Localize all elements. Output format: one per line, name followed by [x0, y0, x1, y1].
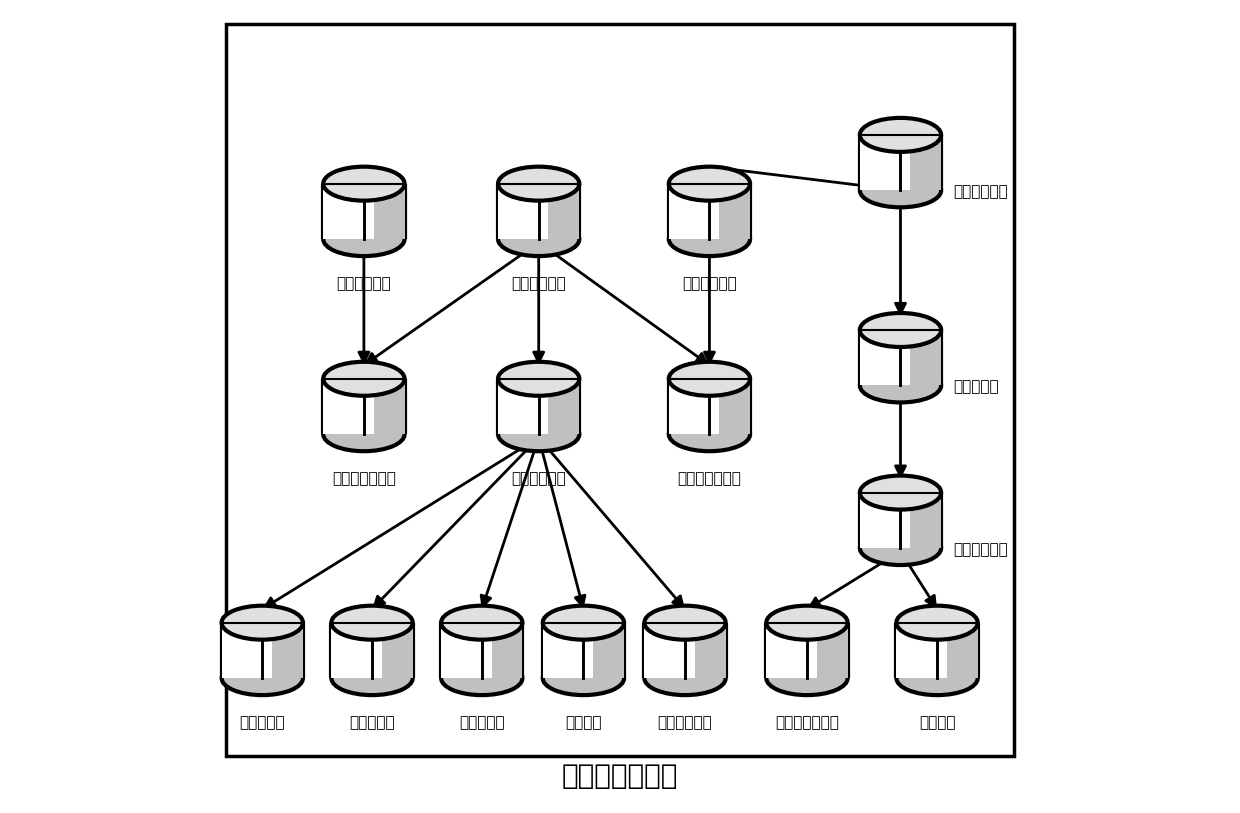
Bar: [668, 184, 719, 239]
Bar: [910, 493, 941, 548]
Ellipse shape: [859, 313, 941, 347]
Ellipse shape: [324, 222, 404, 256]
Ellipse shape: [543, 661, 624, 695]
Ellipse shape: [645, 661, 725, 695]
Ellipse shape: [498, 417, 579, 451]
Text: 站台平面参数: 站台平面参数: [954, 185, 1008, 199]
Ellipse shape: [668, 167, 750, 201]
Text: 端门结构: 端门结构: [565, 715, 601, 730]
Ellipse shape: [897, 661, 977, 695]
Bar: [491, 623, 522, 678]
Bar: [440, 659, 523, 678]
Ellipse shape: [859, 531, 941, 565]
Bar: [859, 172, 942, 190]
Ellipse shape: [498, 222, 579, 256]
Bar: [719, 379, 750, 434]
Ellipse shape: [222, 661, 303, 695]
Ellipse shape: [324, 417, 404, 451]
Bar: [817, 623, 848, 678]
Text: 应急门位置参数: 应急门位置参数: [677, 472, 742, 486]
Text: 门体布置参数: 门体布置参数: [511, 276, 567, 291]
Text: 建筑结构参数: 建筑结构参数: [682, 276, 737, 291]
Ellipse shape: [859, 368, 941, 402]
Bar: [498, 379, 548, 434]
Ellipse shape: [498, 362, 579, 396]
Bar: [694, 623, 725, 678]
Bar: [897, 623, 947, 678]
Bar: [373, 184, 404, 239]
Text: 打孔参数: 打孔参数: [919, 715, 955, 730]
Bar: [548, 184, 579, 239]
Text: 顶箱盖板结构: 顶箱盖板结构: [657, 715, 713, 730]
Text: 滑动门结构: 滑动门结构: [239, 715, 285, 730]
Bar: [322, 220, 405, 239]
Bar: [910, 330, 941, 385]
Bar: [947, 623, 977, 678]
Ellipse shape: [331, 606, 413, 640]
Ellipse shape: [859, 476, 941, 510]
Ellipse shape: [498, 167, 579, 201]
Bar: [382, 623, 413, 678]
Bar: [322, 415, 405, 434]
Bar: [548, 379, 579, 434]
Bar: [331, 623, 382, 678]
Ellipse shape: [859, 173, 941, 207]
Ellipse shape: [324, 167, 404, 201]
Bar: [497, 415, 580, 434]
Bar: [324, 184, 373, 239]
Bar: [910, 135, 941, 190]
Bar: [644, 659, 727, 678]
Bar: [859, 493, 910, 548]
Ellipse shape: [897, 606, 977, 640]
Ellipse shape: [331, 661, 413, 695]
Bar: [441, 623, 491, 678]
Ellipse shape: [543, 606, 624, 640]
Ellipse shape: [668, 362, 750, 396]
Bar: [272, 623, 303, 678]
Ellipse shape: [441, 661, 522, 695]
Text: 站台板顶梁参数: 站台板顶梁参数: [775, 715, 839, 730]
Ellipse shape: [859, 118, 941, 152]
Text: 应急门结构: 应急门结构: [350, 715, 394, 730]
Text: 门体结构参数: 门体结构参数: [511, 472, 567, 486]
Bar: [859, 135, 910, 190]
Bar: [497, 220, 580, 239]
Ellipse shape: [441, 606, 522, 640]
Ellipse shape: [766, 606, 848, 640]
Text: 绝缘层参数: 绝缘层参数: [954, 380, 999, 394]
Ellipse shape: [668, 417, 750, 451]
Ellipse shape: [668, 222, 750, 256]
Bar: [668, 220, 751, 239]
Ellipse shape: [222, 606, 303, 640]
Ellipse shape: [766, 661, 848, 695]
Bar: [859, 367, 942, 385]
Bar: [645, 623, 694, 678]
Bar: [373, 379, 404, 434]
Bar: [766, 623, 817, 678]
Text: 数据库管理模块: 数据库管理模块: [562, 763, 678, 790]
Bar: [859, 529, 942, 548]
Ellipse shape: [645, 606, 725, 640]
Bar: [542, 659, 625, 678]
Ellipse shape: [324, 362, 404, 396]
Bar: [668, 415, 751, 434]
Bar: [668, 379, 719, 434]
Bar: [221, 659, 304, 678]
Bar: [543, 623, 593, 678]
Bar: [324, 379, 373, 434]
Text: 站台门框架参数: 站台门框架参数: [332, 472, 396, 486]
Text: 预埋打孔参数: 预埋打孔参数: [954, 542, 1008, 557]
Text: 固定门结构: 固定门结构: [459, 715, 505, 730]
Bar: [859, 330, 910, 385]
Bar: [593, 623, 624, 678]
Bar: [895, 659, 978, 678]
Bar: [765, 659, 848, 678]
Bar: [719, 184, 750, 239]
Bar: [498, 184, 548, 239]
Bar: [222, 623, 272, 678]
Text: 工程概况信息: 工程概况信息: [336, 276, 392, 291]
Bar: [331, 659, 413, 678]
